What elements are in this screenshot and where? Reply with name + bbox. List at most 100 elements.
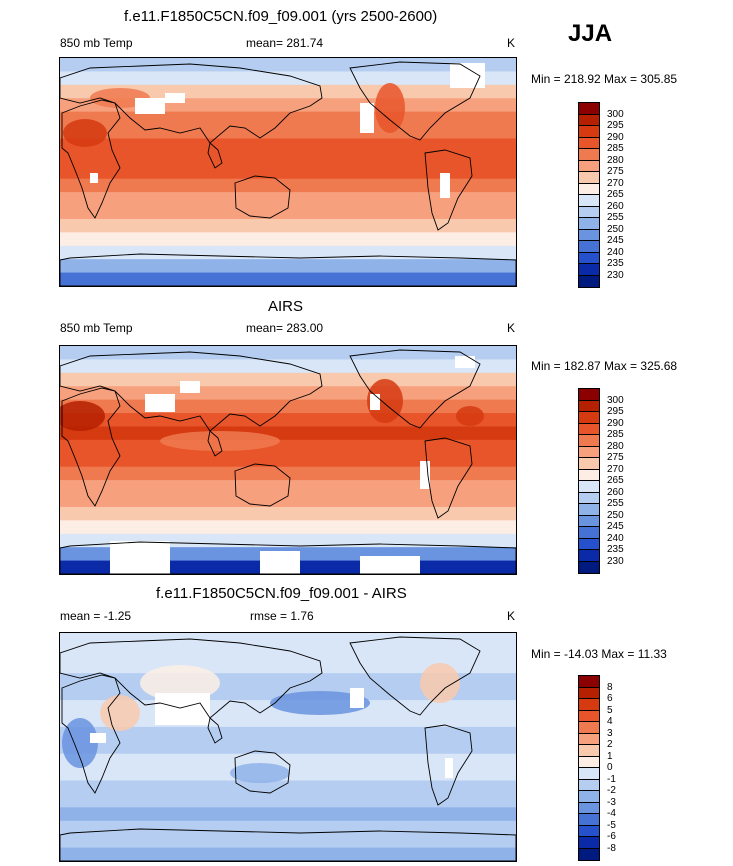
missing-data-region: [445, 758, 453, 778]
field-band: [60, 218, 516, 233]
colorbar-box: [579, 814, 599, 826]
field-band: [60, 259, 516, 274]
colorbar-tick-label: 235: [607, 544, 624, 555]
colorbar-tick-label: 265: [607, 189, 624, 200]
colorbar-box: [579, 446, 599, 458]
colorbar-tick-label: 245: [607, 521, 624, 532]
field-band: [60, 493, 516, 508]
colorbar-box: [579, 389, 599, 401]
field-band: [60, 807, 516, 822]
colorbar-box: [579, 504, 599, 516]
coastline: [424, 724, 473, 806]
field-band: [60, 192, 516, 207]
colorbar-box: [579, 538, 599, 550]
units-label: K: [507, 36, 516, 50]
field-band: [60, 125, 516, 140]
coastline: [60, 828, 516, 861]
rmse-label: rmse = 1.76: [250, 609, 314, 623]
colorbar-tick-label: -2: [607, 785, 616, 796]
coastline: [349, 349, 481, 429]
colorbar-box: [579, 515, 599, 527]
field-band: [60, 71, 516, 86]
field-band: [60, 466, 516, 481]
colorbar-box: [579, 492, 599, 504]
colorbar-box: [579, 423, 599, 435]
missing-data-region: [455, 356, 475, 368]
colorbar-box: [579, 241, 599, 253]
missing-data-region: [360, 556, 420, 574]
colorbar: [578, 102, 600, 288]
colorbar-box: [579, 275, 599, 287]
units-label: K: [507, 609, 516, 623]
field-band: [60, 151, 516, 166]
coastline: [234, 463, 291, 507]
colorbar-tick-label: 300: [607, 394, 624, 406]
field-anomaly: [230, 763, 290, 783]
colorbar-tick-label: 285: [607, 429, 624, 440]
coastline: [349, 636, 481, 716]
colorbar-box: [579, 183, 599, 195]
field-band: [60, 372, 516, 387]
colorbar-tick-label: 270: [607, 463, 624, 475]
colorbar-box: [579, 802, 599, 814]
colorbar-box: [579, 722, 599, 734]
colorbar-tick-label: 230: [607, 269, 624, 281]
missing-data-region: [440, 173, 450, 198]
missing-data-region: [360, 103, 374, 133]
coastline: [207, 430, 223, 457]
field-band: [60, 520, 516, 535]
missing-data-region: [135, 98, 165, 114]
colorbar-tick-label: 4: [607, 716, 613, 727]
coastline: [424, 149, 473, 231]
colorbar-box: [579, 435, 599, 447]
field-band: [60, 633, 516, 648]
missing-data-region: [260, 551, 300, 574]
field-band: [60, 58, 516, 73]
panel-title: f.e11.F1850C5CN.f09_f09.001 - AIRS: [156, 585, 407, 602]
min-max-label: Min = 182.87 Max = 325.68: [531, 359, 678, 373]
colorbar-tick-label: 250: [607, 223, 624, 235]
colorbar-box: [579, 745, 599, 757]
variable-label: 850 mb Temp: [60, 36, 133, 50]
missing-data-region: [165, 93, 185, 103]
colorbar-box: [579, 458, 599, 470]
colorbar-box: [579, 550, 599, 562]
field-band: [60, 178, 516, 193]
coastline: [207, 142, 223, 169]
colorbar-tick-label: 230: [607, 555, 624, 567]
field-band: [60, 439, 516, 454]
colorbar-box: [579, 825, 599, 837]
colorbar-tick-label: -8: [607, 842, 616, 854]
coastline: [60, 541, 516, 574]
colorbar-tick-label: 280: [607, 154, 624, 166]
missing-data-region: [90, 733, 106, 743]
colorbar-tick-label: 5: [607, 704, 613, 716]
colorbar-tick-label: 300: [607, 108, 624, 120]
field-band: [60, 413, 516, 428]
panel-title: AIRS: [268, 298, 304, 315]
coastline: [60, 63, 323, 144]
colorbar-tick-label: 280: [607, 440, 624, 452]
field-band: [60, 111, 516, 126]
coastline: [234, 750, 291, 794]
colorbar-tick-label: 260: [607, 200, 624, 212]
colorbar-box: [579, 791, 599, 803]
colorbar-tick-label: 0: [607, 762, 613, 773]
temperature-map: [59, 57, 517, 287]
missing-data-region: [180, 381, 200, 393]
coastline: [60, 638, 323, 719]
difference-map: [59, 632, 517, 862]
colorbar-tick-label: 235: [607, 258, 624, 269]
season-label: JJA: [568, 20, 613, 47]
units-label: K: [507, 321, 516, 335]
colorbar-box: [579, 756, 599, 768]
field-band: [60, 847, 516, 861]
colorbar-tick-label: 260: [607, 486, 624, 498]
colorbar-box: [579, 527, 599, 539]
colorbar-box: [579, 412, 599, 424]
missing-data-region: [350, 688, 364, 708]
field-band: [60, 399, 516, 414]
field-band: [60, 793, 516, 808]
mean-label: mean = -1.25: [60, 609, 132, 623]
colorbar-box: [579, 114, 599, 126]
